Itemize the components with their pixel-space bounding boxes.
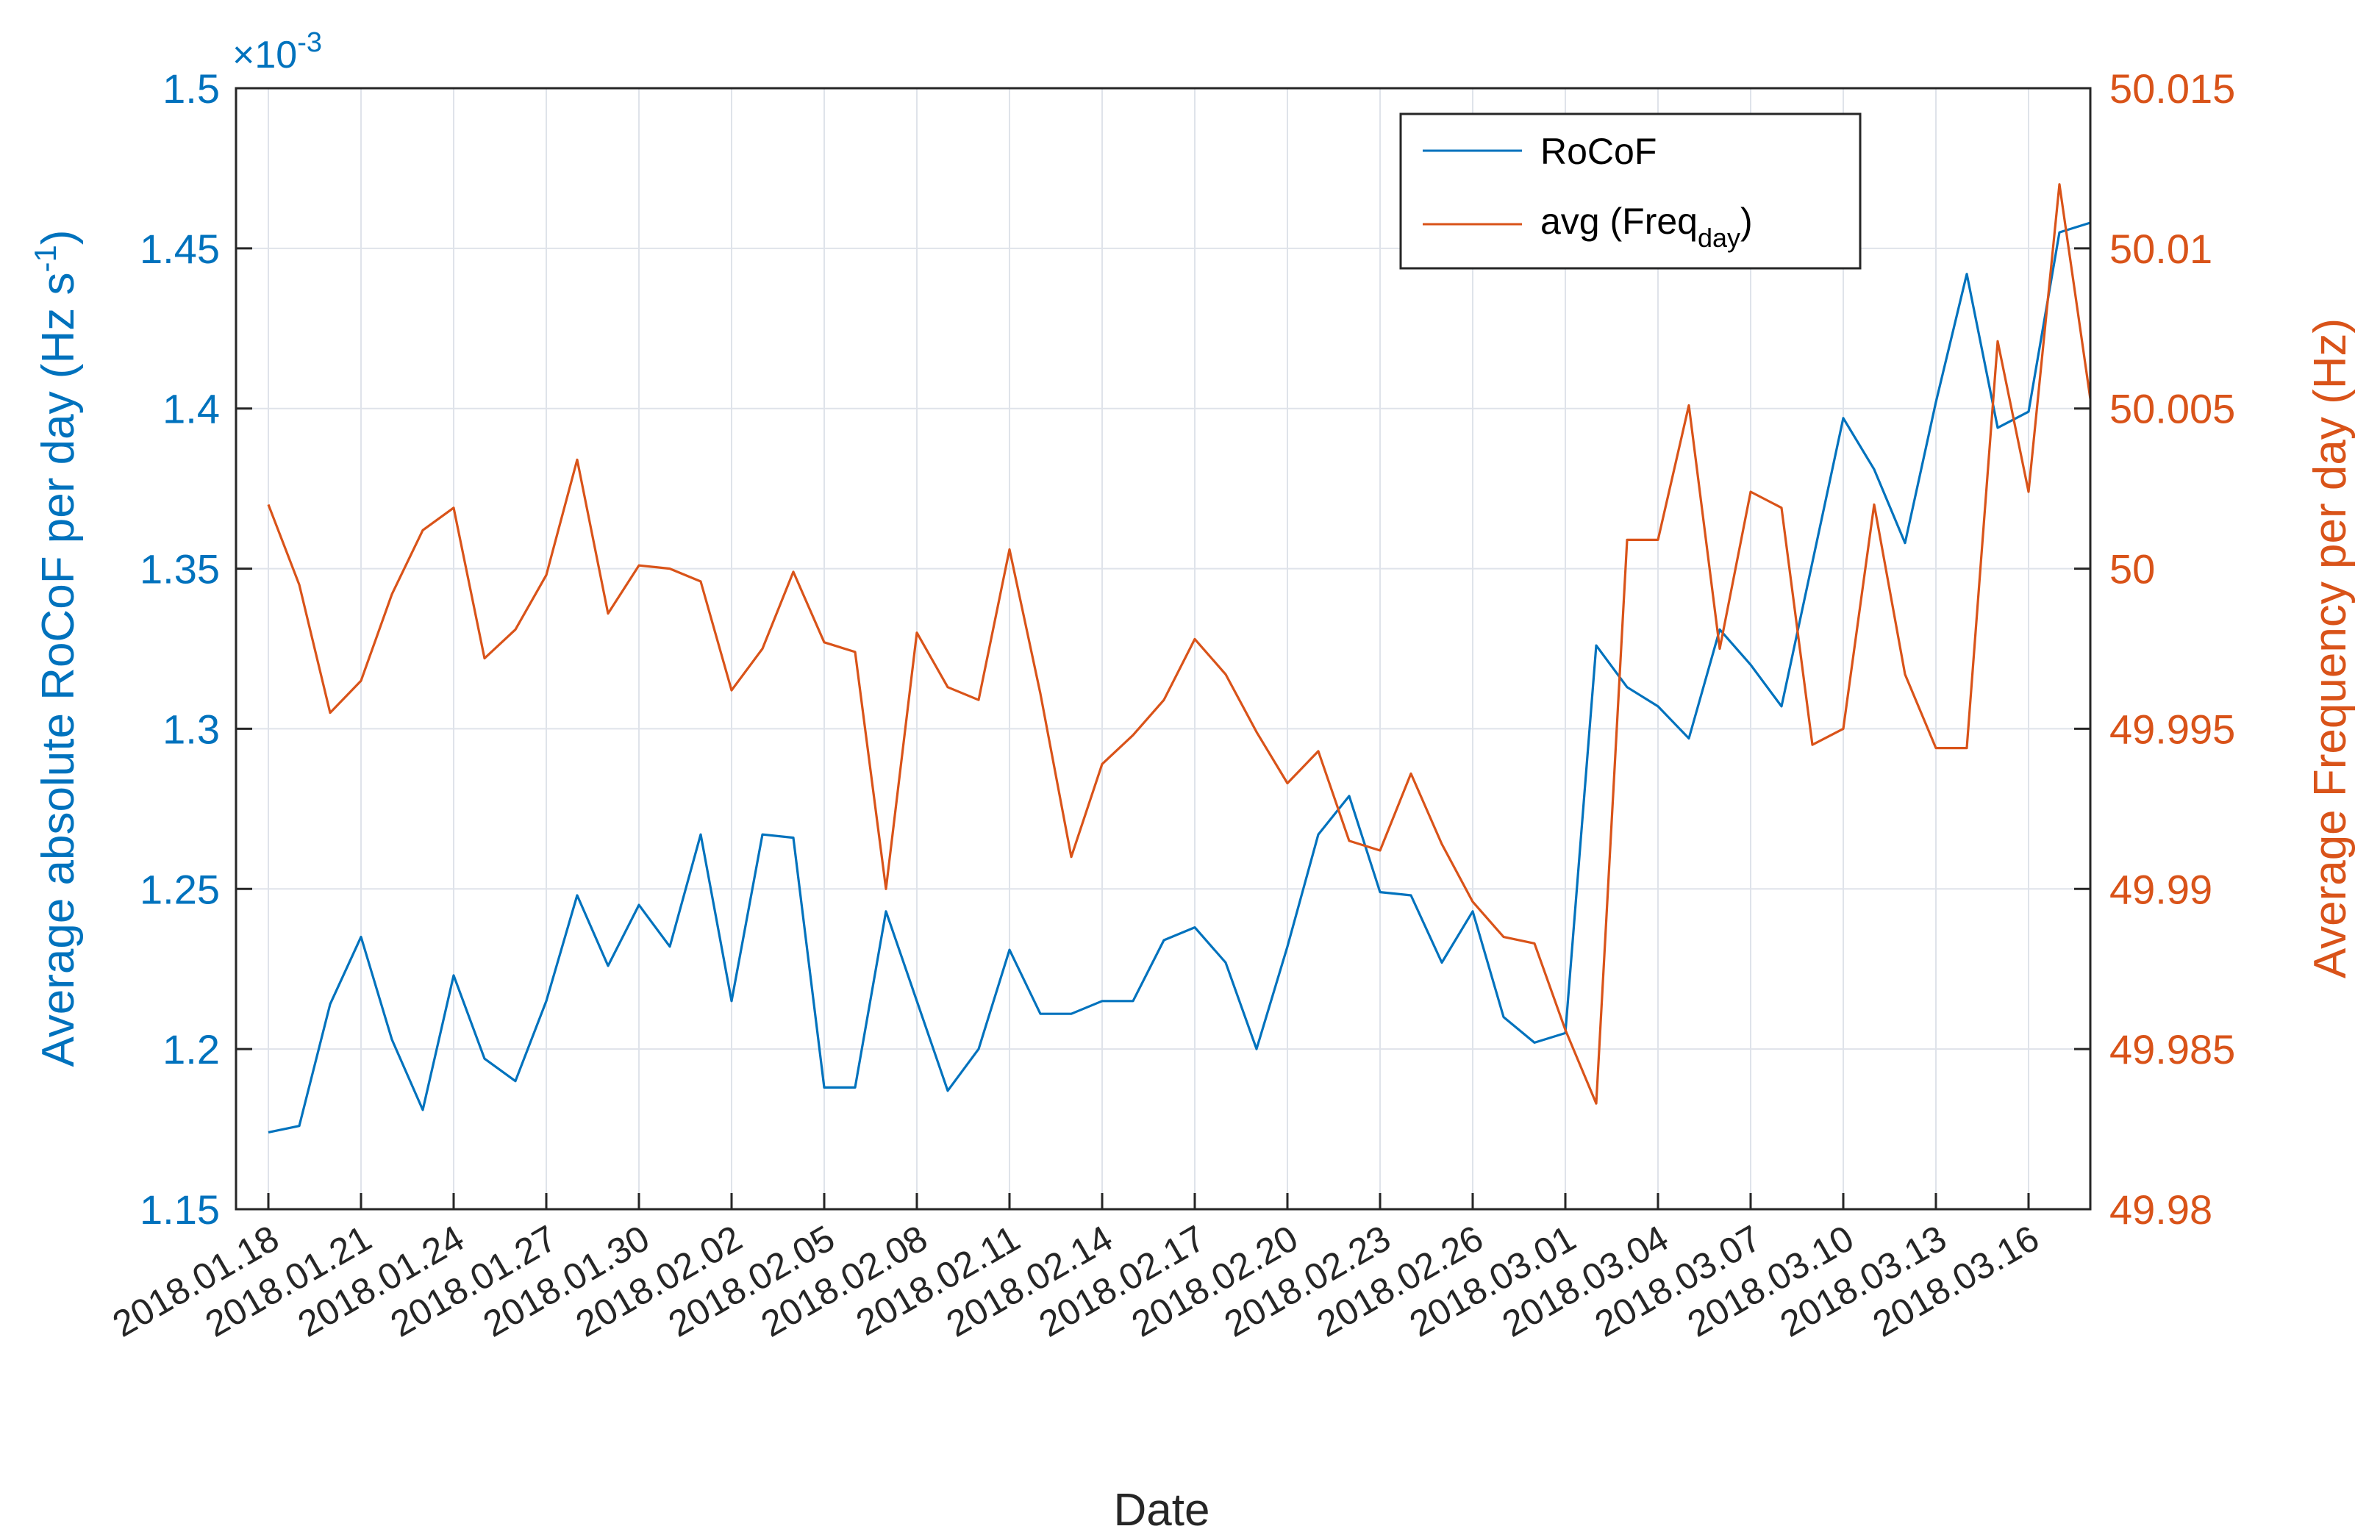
series-layer	[267, 183, 2092, 1133]
legend: RoCoF avg (Freqday)	[1399, 112, 1862, 270]
right-tick-label: 49.99	[2109, 866, 2212, 912]
left-tick-label: 1.5	[162, 65, 220, 112]
legend-box	[1399, 112, 1862, 270]
right-tick-label: 50.01	[2109, 226, 2212, 272]
x-axis-label: Date	[1114, 1485, 1210, 1536]
left-tick-label: 1.4	[162, 386, 220, 432]
legend-label-rocof: RoCoF	[1540, 131, 1657, 172]
y-axis-label-left: Average absolute RoCoF per day (Hz s-1)	[28, 230, 84, 1067]
plot-background	[236, 88, 2090, 1209]
right-tick-label: 49.98	[2109, 1186, 2212, 1233]
right-tick-label: 50	[2109, 546, 2155, 592]
right-tick-label: 49.985	[2109, 1026, 2235, 1072]
series-line-avg-freq	[267, 183, 2092, 1105]
left-tick-label: 1.35	[140, 546, 220, 592]
plot-frame	[235, 87, 2092, 1211]
left-tick-label: 1.25	[140, 866, 220, 912]
legend-label-avg-freq: avg (Freqday)	[1540, 201, 1753, 253]
left-tick-label: 1.15	[140, 1186, 220, 1233]
left-tick-label: 1.3	[162, 706, 220, 752]
left-tick-label: 1.45	[140, 226, 220, 272]
series-line-rocof	[268, 221, 2091, 1133]
right-axis-ticks: 49.98 49.985 49.99 49.995 50 50.005 50.01 50.01…	[2074, 65, 2235, 1233]
left-axis-exponent: ×10-3	[232, 27, 322, 76]
right-tick-label: 50.005	[2109, 386, 2235, 432]
right-tick-label: 50.015	[2109, 65, 2235, 112]
left-tick-label: 1.2	[162, 1026, 220, 1072]
y-axis-label-right: Average Frequency per day (Hz)	[2305, 318, 2356, 978]
x-axis-ticks: 2018.01.182018.01.212018.01.242018.01.27…	[106, 1193, 2046, 1345]
left-axis-ticks: 1.15 1.2 1.25 1.3 1.35 1.4 1.45 1.5	[140, 65, 252, 1233]
right-tick-label: 49.995	[2109, 706, 2235, 752]
